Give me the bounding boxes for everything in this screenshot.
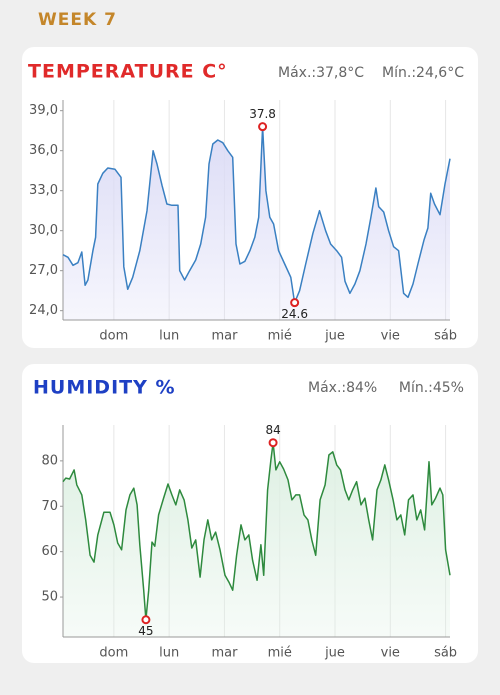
x-tick-label: sáb xyxy=(434,646,457,661)
extreme-marker xyxy=(141,615,151,625)
x-tick-label: dom xyxy=(99,329,128,344)
extreme-label: 84 xyxy=(265,423,280,437)
x-tick-label: lun xyxy=(159,646,179,661)
x-tick-label: vie xyxy=(381,646,400,661)
x-tick-label: mié xyxy=(268,646,292,661)
y-tick-label: 33,0 xyxy=(29,183,58,198)
x-tick-label: dom xyxy=(99,646,128,661)
max-label: Máx.:84% xyxy=(308,380,377,396)
y-tick-label: 36,0 xyxy=(29,143,58,158)
extreme-marker xyxy=(258,122,268,132)
x-tick-label: sáb xyxy=(434,329,457,344)
x-tick-label: vie xyxy=(381,329,400,344)
x-tick-label: lun xyxy=(159,329,179,344)
y-tick-label: 39,0 xyxy=(29,103,58,118)
extreme-marker xyxy=(290,298,300,308)
x-tick-label: mar xyxy=(211,329,238,344)
extreme-label: 45 xyxy=(138,624,153,638)
line xyxy=(62,125,451,304)
y-tick-label: 50 xyxy=(41,590,58,605)
min-label: Mín.:45% xyxy=(399,380,464,396)
area xyxy=(63,126,450,320)
y-tick-label: 27,0 xyxy=(29,263,58,278)
y-tick-label: 24,0 xyxy=(29,303,58,318)
min-label: Mín.:24,6°C xyxy=(382,65,464,81)
week-title: WEEK 7 xyxy=(38,10,117,30)
x-tick-label: mié xyxy=(268,329,292,344)
chart-title: TEMPERATURE C° xyxy=(28,61,228,83)
max-label: Máx.:37,8°C xyxy=(278,65,364,81)
y-tick-label: 70 xyxy=(41,499,58,514)
y-tick-label: 30,0 xyxy=(29,223,58,238)
x-tick-label: jue xyxy=(324,646,345,661)
x-tick-label: mar xyxy=(211,646,238,661)
y-tick-label: 60 xyxy=(41,544,58,559)
y-tick-label: 80 xyxy=(41,453,58,468)
extreme-label: 24.6 xyxy=(281,307,308,321)
x-tick-label: jue xyxy=(324,329,345,344)
extreme-marker xyxy=(268,438,278,448)
area xyxy=(63,442,450,637)
line xyxy=(62,441,451,621)
chart-title: HUMIDITY % xyxy=(33,377,176,399)
extreme-label: 37.8 xyxy=(249,107,276,121)
